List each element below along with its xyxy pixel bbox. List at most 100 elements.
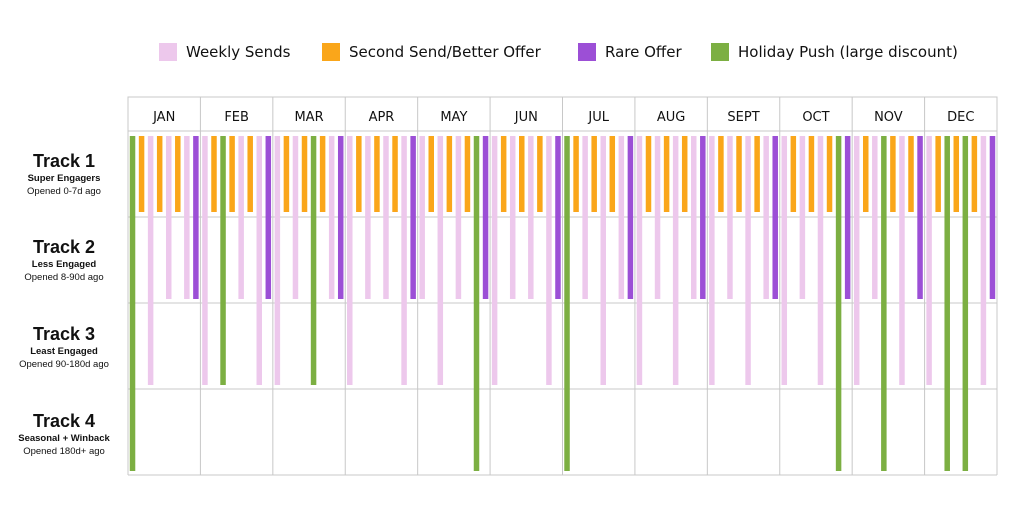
legend: Weekly Sends Second Send/Better Offer Ra… — [0, 40, 1024, 64]
second-send-bar — [609, 136, 616, 212]
track-description: Opened 8-90d ago — [24, 272, 104, 283]
second-send-bar — [826, 136, 833, 212]
rare-offer-bar — [410, 136, 416, 299]
second-send-bar — [591, 136, 597, 212]
legend-label: Weekly Sends — [186, 43, 291, 61]
second-send-bar — [971, 136, 978, 212]
second-send-bar — [356, 136, 362, 212]
weekly-send-bar — [872, 136, 878, 299]
month-label: JUL — [587, 110, 609, 125]
legend-label: Second Send/Better Offer — [349, 43, 541, 61]
weekly-send-bar — [926, 136, 932, 385]
weekly-send-bar — [419, 136, 425, 299]
weekly-send-bar — [980, 136, 987, 385]
month-label: OCT — [802, 110, 829, 125]
second-send-bar — [464, 136, 471, 212]
holiday-push-bar — [835, 136, 842, 471]
rare-offer-bar — [772, 136, 778, 299]
rare-offer-bar — [989, 136, 996, 299]
rare-offer-bar — [917, 136, 923, 299]
weekly-sends-swatch-icon — [159, 43, 177, 61]
track-label-3: Track 3 Least Engaged Opened 90-180d ago — [0, 323, 128, 371]
track-label-2: Track 2 Less Engaged Opened 8-90d ago — [0, 236, 128, 284]
holiday-push-bar — [962, 136, 969, 471]
weekly-send-bar — [238, 136, 244, 299]
weekly-send-bar — [256, 136, 263, 385]
month-label: FEB — [224, 110, 249, 125]
weekly-send-bar — [817, 136, 824, 385]
weekly-send-bar — [709, 136, 715, 385]
holiday-push-bar — [564, 136, 570, 471]
second-send-bar — [573, 136, 579, 212]
rare-offer-bar — [555, 136, 561, 299]
holiday-push-bar — [473, 136, 480, 471]
month-label: JUN — [514, 110, 538, 125]
second-send-bar — [374, 136, 380, 212]
month-label: APR — [369, 110, 395, 125]
track-title: Track 4 — [32, 411, 96, 431]
second-send-bar — [428, 136, 434, 212]
weekly-send-bar — [365, 136, 371, 299]
holiday-push-bar — [129, 136, 136, 471]
weekly-send-bar — [899, 136, 905, 385]
second-send-bar — [156, 136, 163, 212]
rare-offer-bar — [627, 136, 634, 299]
second-send-bar — [211, 136, 217, 212]
second-send-bar — [175, 136, 181, 212]
second-send-bar — [862, 136, 869, 212]
month-label: MAR — [294, 110, 323, 125]
second-send-bar — [319, 136, 326, 212]
track-description: Opened 90-180d ago — [19, 359, 109, 370]
holiday-push-bar — [310, 136, 317, 385]
weekly-send-bar — [401, 136, 407, 385]
track-subtitle: Less Engaged — [31, 259, 97, 270]
weekly-send-bar — [347, 136, 353, 385]
weekly-send-bar — [437, 136, 444, 385]
weekly-send-bar — [274, 136, 281, 385]
weekly-send-bar — [600, 136, 606, 385]
track-description: Opened 180d+ ago — [23, 446, 105, 457]
second-send-bar — [736, 136, 742, 212]
second-send-bar — [663, 136, 670, 212]
month-label: JAN — [152, 110, 175, 125]
weekly-send-bar — [546, 136, 552, 385]
track-description: Opened 0-7d ago — [27, 186, 101, 197]
weekly-send-bar — [799, 136, 806, 299]
legend-item-holiday-push: Holiday Push (large discount) — [711, 40, 958, 64]
second-send-bar — [681, 136, 688, 212]
weekly-send-bar — [745, 136, 751, 385]
weekly-send-bar — [491, 136, 498, 385]
weekly-send-bar — [528, 136, 534, 299]
month-label: DEC — [947, 110, 974, 125]
weekly-send-bar — [763, 136, 769, 299]
track-title: Track 2 — [32, 237, 96, 257]
month-label: AUG — [657, 110, 685, 125]
second-send-bar — [138, 136, 145, 212]
track-subtitle: Least Engaged — [30, 346, 98, 357]
holiday-push-bar — [881, 136, 887, 471]
weekly-send-bar — [618, 136, 625, 299]
second-send-bar — [301, 136, 308, 212]
second-send-bar — [247, 136, 253, 212]
weekly-send-bar — [691, 136, 697, 299]
second-send-bar — [283, 136, 290, 212]
second-send-bar — [537, 136, 543, 212]
holiday-push-swatch-icon — [711, 43, 729, 61]
month-label: SEPT — [727, 110, 759, 125]
weekly-send-bar — [781, 136, 788, 385]
second-send-bar — [519, 136, 525, 212]
holiday-push-bar — [944, 136, 950, 471]
second-send-bar — [890, 136, 896, 212]
legend-item-rare-offer: Rare Offer — [578, 40, 682, 64]
rare-offer-bar — [193, 136, 199, 299]
legend-item-weekly-sends: Weekly Sends — [159, 40, 291, 64]
weekly-send-bar — [853, 136, 860, 385]
rare-offer-bar — [700, 136, 706, 299]
rare-offer-bar — [844, 136, 851, 299]
weekly-send-bar — [147, 136, 154, 385]
second-send-bar — [392, 136, 398, 212]
rare-offer-bar — [337, 136, 344, 299]
second-send-bar — [953, 136, 960, 212]
legend-item-second-send: Second Send/Better Offer — [322, 40, 541, 64]
